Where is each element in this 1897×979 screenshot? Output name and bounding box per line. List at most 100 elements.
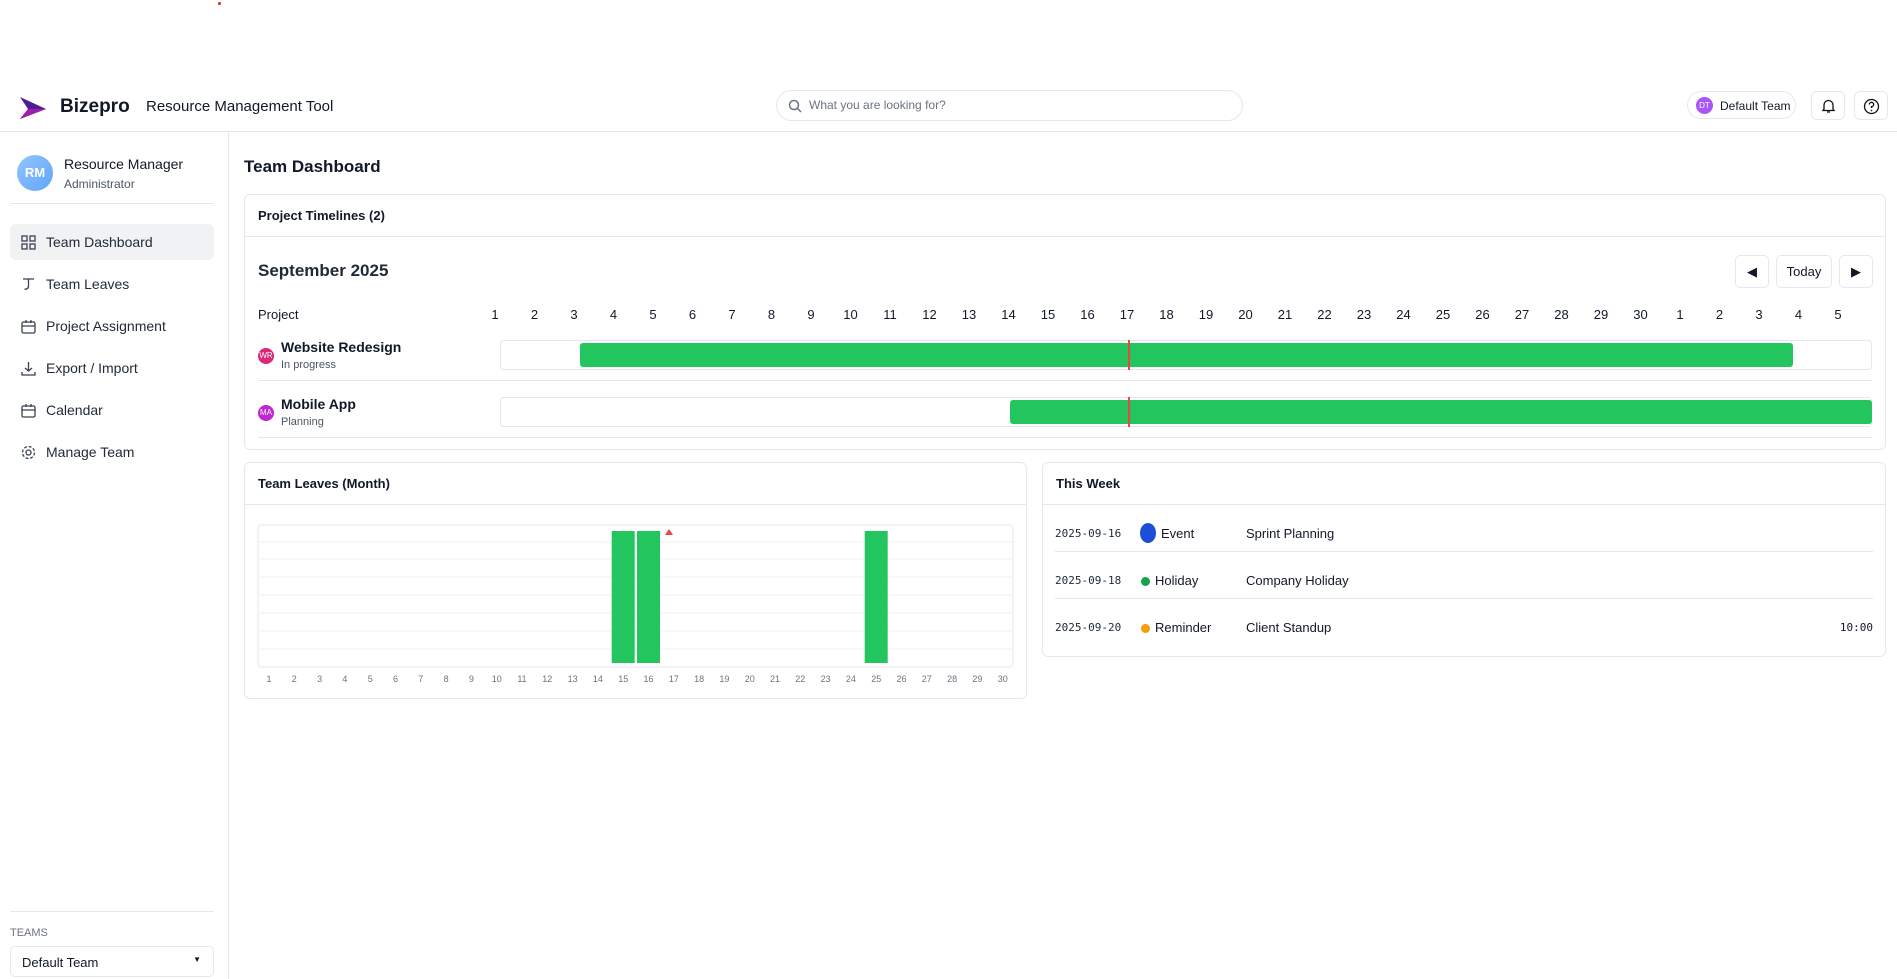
day-label: 22	[1317, 307, 1332, 322]
day-label: 10	[843, 307, 858, 322]
teams-label: TEAMS	[10, 927, 48, 939]
x-tick-label: 13	[568, 674, 578, 684]
brand: Bizepro	[60, 96, 130, 117]
today-button[interactable]: Today	[1776, 255, 1832, 288]
nav-icon	[21, 320, 36, 334]
plot-lines	[258, 541, 1013, 650]
card-title: Project Timelines (2)	[245, 195, 1885, 237]
search-box[interactable]: What you are looking for?	[776, 90, 1243, 121]
page-title: Team Dashboard	[244, 157, 381, 176]
nav-icon	[21, 404, 36, 418]
x-tick-label: 16	[643, 674, 653, 684]
day-label: 4	[609, 307, 618, 322]
nav-item[interactable]: Team Dashboard	[10, 224, 214, 260]
day-label: 30	[1633, 307, 1648, 322]
day-label: 8	[767, 307, 776, 322]
event-dot	[1141, 624, 1150, 633]
project-name: Website Redesign	[281, 339, 402, 355]
x-tick-label: 18	[694, 674, 704, 684]
day-label: 2	[530, 307, 539, 322]
x-tick-label: 2	[292, 674, 297, 684]
app-title: Resource Management Tool	[146, 98, 334, 115]
x-tick-label: 25	[871, 674, 881, 684]
x-tick-label: 1	[266, 674, 271, 684]
day-label: 1	[491, 307, 499, 322]
card-title: This Week	[1043, 463, 1885, 505]
week-card: This Week	[1042, 462, 1886, 657]
x-tick-label: 30	[998, 674, 1008, 684]
team-select[interactable]: Default Team ▼	[10, 946, 214, 977]
day-label: 17	[1119, 307, 1135, 322]
x-tick-label: 15	[618, 674, 628, 684]
day-label: 24	[1396, 307, 1411, 322]
nav-item[interactable]: Export / Import	[10, 350, 214, 386]
bell-icon	[1821, 99, 1836, 113]
day-label: 3	[570, 307, 578, 322]
day-label: 5	[649, 307, 657, 322]
today-line	[1128, 340, 1130, 370]
user-name: Resource Manager	[64, 156, 184, 172]
row-divider	[1055, 551, 1873, 552]
nav-item[interactable]: Project Assignment	[10, 308, 214, 344]
logo	[20, 97, 46, 119]
team-switch[interactable]: DT Default Team	[1687, 91, 1796, 119]
row-divider	[258, 437, 1872, 438]
event-dot	[1141, 577, 1150, 586]
x-tick-label: 19	[719, 674, 729, 684]
day-label: 6	[688, 307, 697, 322]
day-label: 12	[922, 307, 937, 322]
day-label: 9	[807, 307, 815, 322]
prev-button[interactable]: ◀	[1735, 255, 1769, 288]
user-role: Administrator	[64, 177, 135, 191]
nav-item[interactable]: Manage Team	[10, 434, 214, 470]
event-date: 2025-09-20	[1055, 621, 1122, 634]
x-tick-label: 17	[669, 674, 679, 684]
project-status: Planning	[281, 416, 324, 428]
x-tick-label: 3	[317, 674, 322, 684]
event-dot	[1140, 523, 1156, 543]
event-date: 2025-09-16	[1055, 527, 1122, 540]
x-tick-label: 9	[469, 674, 474, 684]
nav-item[interactable]: Team Leaves	[10, 266, 214, 302]
day-label: 20	[1238, 307, 1253, 322]
event-title: Company Holiday	[1246, 573, 1349, 588]
x-tick-label: 20	[745, 674, 755, 684]
notifications-button[interactable]	[1811, 91, 1845, 120]
help-icon	[1863, 98, 1880, 115]
x-tick-label: 4	[342, 674, 347, 684]
sidebar: RM Resource Manager Administrator Team D…	[0, 131, 229, 979]
nav-icon	[23, 278, 34, 290]
x-tick-label: 22	[795, 674, 805, 684]
nav-item[interactable]: Calendar	[10, 392, 214, 428]
x-tick-label: 10	[492, 674, 502, 684]
x-tick-label: 29	[972, 674, 982, 684]
divider	[10, 203, 214, 204]
column-header: Project	[258, 307, 299, 322]
timeline-bar	[1010, 400, 1872, 424]
x-tick-label: 26	[896, 674, 906, 684]
event-date: 2025-09-18	[1055, 574, 1122, 587]
select-caret: ▼	[193, 955, 201, 964]
nav-icon	[21, 362, 36, 376]
help-button[interactable]	[1854, 91, 1888, 120]
plot-frame	[257, 524, 1014, 668]
x-tick-label: 5	[368, 674, 373, 684]
day-label: 27	[1514, 307, 1530, 322]
day-label: 18	[1159, 307, 1174, 322]
day-label: 13	[961, 307, 977, 322]
day-label: 2	[1715, 307, 1724, 322]
search-placeholder: What you are looking for?	[809, 98, 946, 112]
bar	[637, 531, 660, 663]
event-type: Reminder	[1155, 620, 1212, 635]
card-title: Team Leaves (Month)	[245, 463, 1026, 505]
next-button[interactable]: ▶	[1839, 255, 1873, 288]
event-title: Sprint Planning	[1246, 526, 1335, 541]
day-label: 29	[1593, 307, 1609, 322]
nav-icon	[21, 235, 36, 250]
x-tick-label: 24	[846, 674, 856, 684]
bar	[864, 531, 888, 663]
team-select-value: Default Team	[22, 955, 99, 970]
project-avatar: WR	[258, 348, 274, 364]
today-line	[1128, 397, 1130, 427]
